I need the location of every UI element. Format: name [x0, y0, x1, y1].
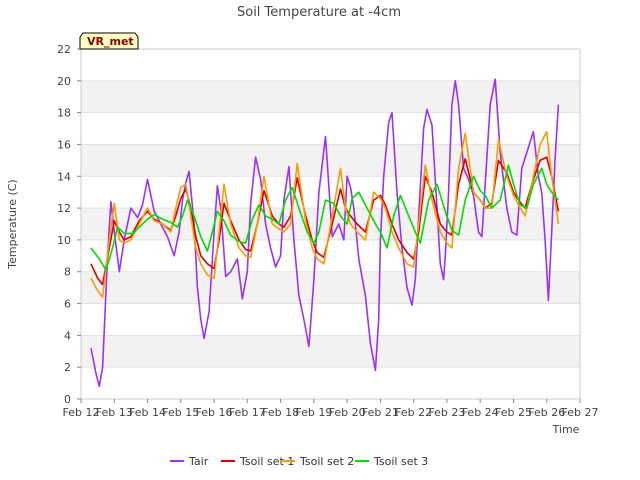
legend-label-tsoil-set-3: Tsoil set 3: [373, 455, 428, 468]
x-tick-label: Feb 12: [63, 406, 100, 419]
x-tick-label: Feb 24: [462, 406, 499, 419]
y-tick-label: 18: [57, 107, 71, 120]
background-band: [81, 335, 580, 368]
y-tick-label: 6: [64, 298, 71, 311]
x-tick-label: Feb 26: [528, 406, 565, 419]
y-tick-label: 22: [57, 43, 71, 56]
y-tick-label: 12: [57, 202, 71, 215]
y-tick-label: 16: [57, 138, 71, 151]
y-tick-label: 10: [57, 234, 71, 247]
x-tick-label: Feb 21: [362, 406, 399, 419]
x-axis-label: Time: [552, 423, 580, 436]
y-tick-label: 2: [64, 361, 71, 374]
background-band: [81, 80, 580, 113]
legend-label-tsoil-set-2: Tsoil set 2: [299, 455, 354, 468]
y-tick-label: 8: [64, 266, 71, 279]
x-tick-label: Feb 18: [262, 406, 299, 419]
background-band: [81, 367, 580, 399]
y-tick-label: 4: [64, 329, 71, 342]
x-tick-label: Feb 25: [495, 406, 532, 419]
y-tick-label: 20: [57, 75, 71, 88]
x-tick-label: Feb 17: [229, 406, 266, 419]
x-tick-label: Feb 15: [162, 406, 199, 419]
series-line-tair: [90, 78, 560, 388]
background-band: [81, 303, 580, 336]
x-tick-label: Feb 23: [428, 406, 465, 419]
x-tick-label: Feb 20: [329, 406, 366, 419]
background-band: [81, 271, 580, 304]
plot-background-bands: [81, 49, 580, 399]
x-tick-label: Feb 19: [295, 406, 332, 419]
background-band: [81, 239, 580, 272]
background-band: [81, 112, 580, 145]
x-tick-label: Feb 13: [96, 406, 133, 419]
plot-frame: [80, 48, 581, 400]
x-tick-label: Feb 22: [395, 406, 432, 419]
badge-shape: [79, 32, 139, 50]
background-band: [81, 49, 580, 81]
x-tick-label: Feb 14: [129, 406, 166, 419]
legend-label-tair: Tair: [188, 455, 209, 468]
x-tick-label: Feb 16: [196, 406, 233, 419]
series-line-tsoil-set-3: [90, 164, 560, 271]
x-tick-label: Feb 27: [562, 406, 599, 419]
badge-label: VR_met: [87, 35, 134, 48]
series-lines: [90, 78, 560, 388]
y-tick-label: 0: [64, 393, 71, 406]
y-tick-label: 14: [57, 170, 71, 183]
legend-label-tsoil-set-1: Tsoil set 1: [239, 455, 294, 468]
y-axis-label: Temperature (C): [6, 179, 19, 269]
chart-title: Soil Temperature at -4cm: [237, 5, 401, 20]
legend: Tair Tsoil set 1 Tsoil set 2 Tsoil set 3: [170, 455, 428, 468]
vr-met-badge: VR_met: [79, 32, 139, 50]
y-axis-ticks: 0 2 4 6 8 10 12 14 16 18 20 22: [57, 43, 81, 406]
